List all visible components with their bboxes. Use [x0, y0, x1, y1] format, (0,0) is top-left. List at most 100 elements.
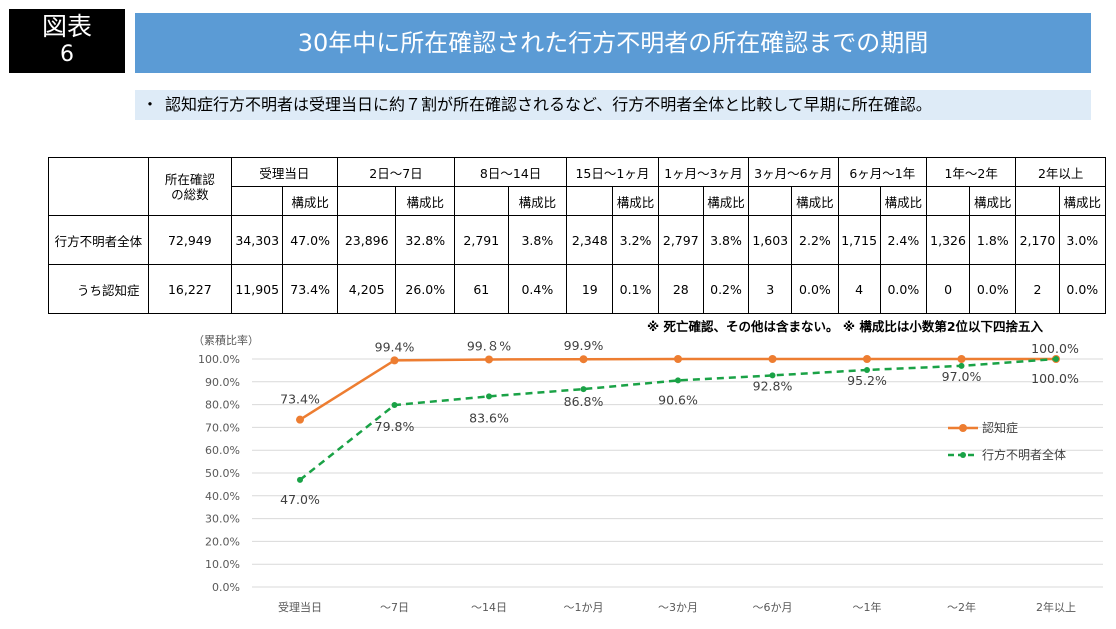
count-cell: 1,715 [837, 215, 881, 265]
page-title: 30年中に所在確認された行方不明者の所在確認までの期間 [135, 13, 1091, 73]
ratio-cell: 0.0% [1058, 264, 1107, 314]
data-label: 97.0% [942, 369, 982, 384]
data-point [296, 415, 304, 424]
row-label: うち認知症 [67, 264, 149, 314]
ratio-cell: 3.2% [612, 215, 659, 265]
x-tick-label: 〜1か月 [564, 601, 604, 614]
y-tick-label: 10.0% [205, 558, 240, 571]
x-tick-label: 〜2年 [947, 600, 976, 614]
y-tick-label: 70.0% [205, 421, 240, 434]
table-corner [48, 157, 149, 216]
data-point [864, 366, 870, 373]
data-label: 99.８% [467, 338, 511, 353]
cumulative-line-chart: （累積比率） 0.0% 10.0% 20.0% 30.0% 40.0% 50.0% 60.0%… [193, 333, 1103, 614]
ratio-header: 構成比 [702, 186, 750, 216]
ratio-header: 構成比 [507, 186, 568, 216]
x-tick-label: 2年以上 [1036, 600, 1076, 614]
data-label: 83.6% [469, 410, 509, 425]
x-tick-label: 〜14日 [471, 601, 507, 614]
data-point [675, 377, 681, 384]
y-tick-label: 80.0% [205, 399, 240, 412]
ratio-cell: 1.8% [969, 215, 1017, 265]
data-label: 92.8% [753, 378, 793, 393]
data-point [768, 355, 777, 363]
period-header: 2年以上 [1015, 157, 1106, 187]
y-tick-label: 100.0% [198, 353, 240, 366]
statistics-table: 所在確認の総数 受理当日 2日〜7日 8日〜14日 15日〜1ヶ月 1ヶ月〜3ヶ… [48, 157, 1107, 314]
count-cell: 61 [454, 264, 509, 314]
ratio-header: 構成比 [395, 186, 456, 216]
count-cell: 2,348 [566, 215, 614, 265]
legend-marker [960, 452, 966, 458]
x-tick-label: 〜1年 [853, 600, 882, 614]
period-header: 8日〜14日 [454, 157, 568, 187]
ratio-cell: 0.1% [612, 264, 659, 314]
data-point [769, 372, 776, 379]
data-point [486, 393, 492, 400]
ratio-header: 構成比 [879, 186, 927, 216]
period-header: 受理当日 [230, 157, 338, 187]
data-label: 100.0% [1031, 341, 1079, 356]
count-cell: 28 [657, 264, 704, 314]
ratio-header: 構成比 [969, 186, 1017, 216]
blank-cell [336, 186, 397, 216]
data-point [1053, 356, 1059, 362]
ratio-cell: 3.8% [702, 215, 750, 265]
data-label: 99.9% [564, 338, 604, 353]
ratio-header: 構成比 [791, 186, 839, 216]
y-tick-label: 20.0% [205, 535, 240, 548]
period-header: 15日〜1ヶ月 [566, 157, 659, 187]
row-label: 行方不明者全体 [48, 215, 149, 265]
ratio-header: 構成比 [282, 186, 338, 216]
data-label: 100.0% [1031, 371, 1079, 386]
count-cell: 2 [1015, 264, 1060, 314]
count-cell: 11,905 [230, 264, 284, 314]
data-label: 47.0% [280, 492, 320, 507]
ratio-cell: 73.4% [282, 264, 338, 314]
figure-number: 6 [60, 42, 74, 67]
summary-text: 認知症行方不明者は受理当日に約７割が所在確認されるなど、行方不明者全体と比較して… [165, 95, 932, 114]
data-label: 79.8% [375, 419, 415, 434]
count-cell: 23,896 [336, 215, 397, 265]
count-cell: 4 [837, 264, 881, 314]
table-row: うち認知症 16,227 11,905 73.4% 4,205 26.0% 61 0.… [48, 264, 1107, 314]
figure-label-text: 図表 [41, 12, 92, 41]
y-tick-label: 60.0% [205, 444, 240, 457]
y-tick-label: 50.0% [205, 467, 240, 480]
y-tick-label: 40.0% [205, 490, 240, 503]
count-cell: 2,797 [657, 215, 704, 265]
legend-marker [959, 424, 967, 432]
period-header: 2日〜7日 [336, 157, 456, 187]
data-point [485, 355, 493, 364]
ratio-cell: 47.0% [282, 215, 338, 265]
y-axis-label: （累積比率） [193, 333, 259, 347]
legend-label: 認知症 [982, 420, 1018, 435]
count-cell: 1,326 [925, 215, 971, 265]
x-tick-label: 〜7日 [380, 601, 409, 614]
ratio-cell: 26.0% [395, 264, 456, 314]
count-cell: 2,170 [1015, 215, 1060, 265]
blank-cell [837, 186, 881, 216]
period-header: 3ヶ月〜6ヶ月 [748, 157, 839, 187]
bullet: ・ [141, 95, 158, 114]
count-cell: 1,603 [748, 215, 793, 265]
data-point [579, 355, 588, 364]
count-cell: 0 [925, 264, 971, 314]
x-tick-label: 〜3か月 [658, 601, 698, 614]
period-header: 6ヶ月〜1年 [837, 157, 927, 187]
blank-cell [1015, 186, 1060, 216]
x-tick-label: 受理当日 [278, 600, 322, 614]
count-cell: 19 [566, 264, 614, 314]
blank-cell [748, 186, 793, 216]
ratio-cell: 3.0% [1058, 215, 1107, 265]
data-point [957, 355, 966, 363]
y-tick-label: 90.0% [205, 376, 240, 389]
blank-cell [925, 186, 971, 216]
data-label: 95.2% [847, 373, 887, 388]
table-row: 行方不明者全体 72,949 34,303 47.0% 23,896 32.8% 2… [48, 215, 1107, 265]
ratio-cell: 3.8% [507, 215, 568, 265]
data-point [391, 402, 398, 409]
total-value: 16,227 [147, 264, 232, 314]
ratio-header: 構成比 [1058, 186, 1107, 216]
ratio-cell: 2.4% [879, 215, 927, 265]
